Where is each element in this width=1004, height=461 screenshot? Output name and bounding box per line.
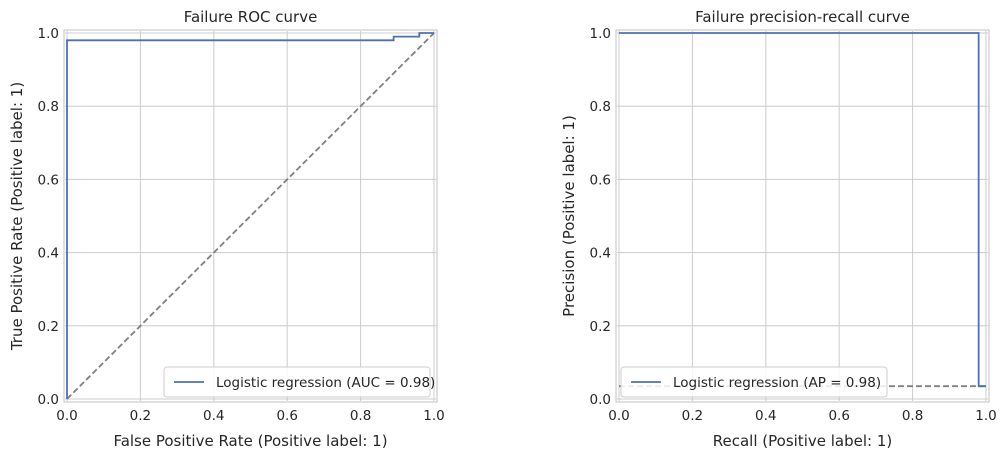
roc-chance-line — [66, 32, 435, 400]
pr-xtick-label: 0.6 — [828, 408, 849, 424]
pr-xtick-label: 0.0 — [608, 408, 629, 424]
roc-grid — [65, 31, 436, 401]
pr-chart: 0.0 0.2 0.4 0.6 0.8 1.0 0.0 0.2 0.4 0.6 0.8 1.0 Fail… — [560, 8, 997, 450]
pr-frame — [615, 29, 990, 403]
roc-ytick-label: 0.2 — [38, 319, 59, 335]
pr-legend: Logistic regression (AP = 0.98) — [620, 366, 888, 398]
roc-xtick-label: 1.0 — [423, 408, 444, 424]
roc-legend-box — [163, 366, 431, 398]
pr-ytick-label: 0.2 — [590, 319, 611, 335]
pr-ytick-label: 0.6 — [590, 172, 611, 188]
roc-ytick-label: 0.4 — [38, 246, 59, 262]
roc-xtick-label: 0.6 — [276, 408, 297, 424]
pr-ytick-label: 0.4 — [590, 246, 611, 262]
roc-legend-label: Logistic regression (AUC = 0.98) — [216, 375, 435, 391]
pr-title: Failure precision-recall curve — [695, 8, 910, 26]
roc-ytick-label: 0.8 — [38, 99, 59, 115]
roc-xtick-label: 0.0 — [56, 408, 77, 424]
pr-xtick-label: 0.2 — [682, 408, 703, 424]
roc-ytick-label: 0.6 — [38, 172, 59, 188]
pr-xlabel: Recall (Positive label: 1) — [713, 432, 892, 450]
roc-ytick-label: 1.0 — [38, 26, 59, 42]
roc-ylabel: True Positive Rate (Positive label: 1) — [8, 82, 26, 351]
pr-xtick-label: 0.8 — [902, 408, 923, 424]
pr-series-line — [619, 32, 986, 388]
pr-plot-area — [616, 30, 989, 402]
pr-ytick-label: 0.0 — [590, 392, 611, 408]
pr-legend-box — [620, 366, 888, 398]
pr-xtick-label: 1.0 — [975, 408, 996, 424]
pr-ylabel: Precision (Positive label: 1) — [560, 115, 578, 317]
roc-xtick-label: 0.2 — [130, 408, 151, 424]
roc-ytick-label: 0.0 — [38, 392, 59, 408]
roc-chart: 0.0 0.2 0.4 0.6 0.8 1.0 0.0 0.2 0.4 0.6 0.8 1.0 Fail… — [8, 8, 445, 450]
pr-legend-label: Logistic regression (AP = 0.98) — [673, 375, 881, 391]
roc-title: Failure ROC curve — [184, 8, 318, 26]
roc-series-line — [66, 32, 434, 399]
roc-xlabel: False Positive Rate (Positive label: 1) — [113, 432, 387, 450]
roc-xtick-label: 0.8 — [350, 408, 371, 424]
roc-frame — [63, 29, 438, 403]
roc-xtick-label: 0.4 — [203, 408, 224, 424]
pr-ytick-label: 1.0 — [590, 26, 611, 42]
roc-legend: Logistic regression (AUC = 0.98) — [163, 366, 435, 398]
pr-ytick-label: 0.8 — [590, 99, 611, 115]
pr-xtick-label: 0.4 — [755, 408, 776, 424]
